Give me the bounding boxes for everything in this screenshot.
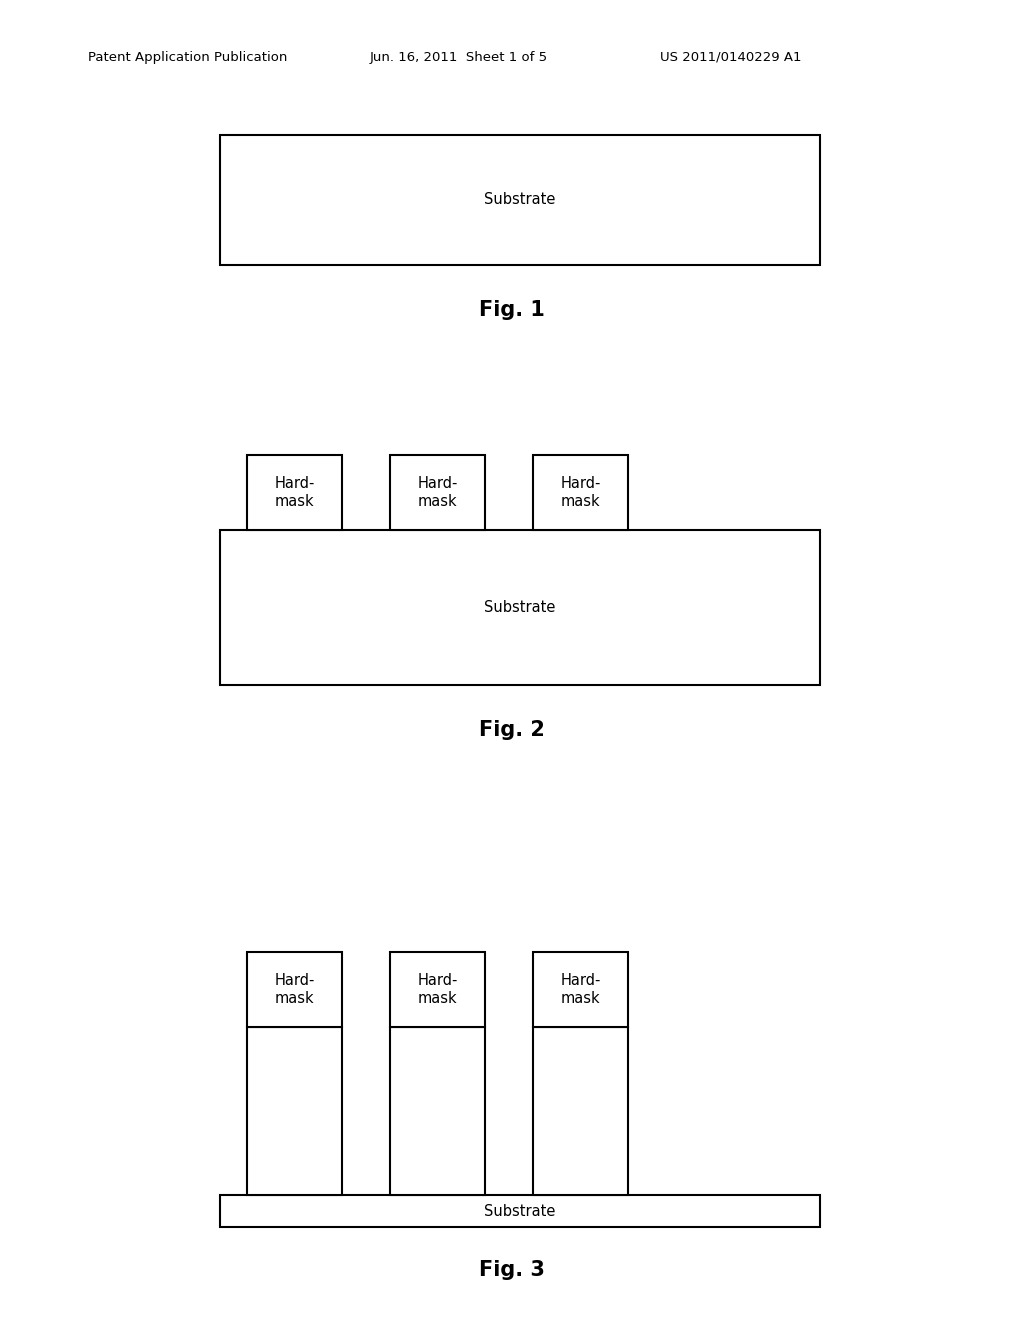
- Bar: [247, 455, 342, 531]
- Text: US 2011/0140229 A1: US 2011/0140229 A1: [660, 50, 802, 63]
- Text: Hard-
mask: Hard- mask: [560, 973, 601, 1006]
- Text: Substrate: Substrate: [484, 1204, 556, 1218]
- Bar: [534, 455, 628, 531]
- Text: Substrate: Substrate: [484, 601, 556, 615]
- Text: Hard-
mask: Hard- mask: [274, 477, 314, 508]
- Text: Patent Application Publication: Patent Application Publication: [88, 50, 288, 63]
- Text: Fig. 3: Fig. 3: [479, 1261, 545, 1280]
- Text: Substrate: Substrate: [484, 193, 556, 207]
- Text: Jun. 16, 2011  Sheet 1 of 5: Jun. 16, 2011 Sheet 1 of 5: [370, 50, 548, 63]
- Text: Fig. 1: Fig. 1: [479, 300, 545, 319]
- Bar: [247, 952, 342, 1027]
- Bar: [220, 531, 820, 685]
- Bar: [220, 1195, 820, 1228]
- Bar: [390, 455, 485, 531]
- Bar: [247, 1027, 342, 1195]
- Text: Hard-
mask: Hard- mask: [418, 477, 458, 508]
- Text: Hard-
mask: Hard- mask: [418, 973, 458, 1006]
- Bar: [534, 1027, 628, 1195]
- Bar: [390, 952, 485, 1027]
- Text: Hard-
mask: Hard- mask: [274, 973, 314, 1006]
- Text: Hard-
mask: Hard- mask: [560, 477, 601, 508]
- Bar: [220, 135, 820, 265]
- Bar: [534, 952, 628, 1027]
- Bar: [390, 1027, 485, 1195]
- Text: Fig. 2: Fig. 2: [479, 719, 545, 741]
